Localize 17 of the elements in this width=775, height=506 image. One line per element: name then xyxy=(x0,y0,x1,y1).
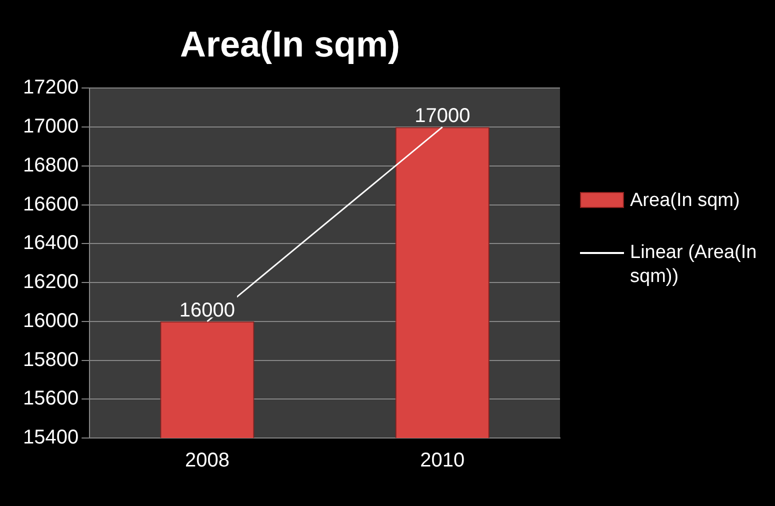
legend-label: Area(In sqm) xyxy=(630,189,740,213)
y-tick-label: 17000 xyxy=(22,116,79,138)
y-tick-label: 16000 xyxy=(22,310,79,332)
y-tick-label: 15600 xyxy=(22,388,79,410)
y-tick-label: 16200 xyxy=(22,271,79,294)
data-label: 17000 xyxy=(414,105,470,128)
y-tick-label: 16400 xyxy=(22,232,79,254)
x-tick-label: 2010 xyxy=(420,450,465,472)
y-tick-label: 15800 xyxy=(22,348,79,371)
y-tick-label: 16800 xyxy=(22,154,79,176)
y-tick-label: 17200 xyxy=(22,76,79,99)
chart-title: Area(In sqm) xyxy=(180,24,400,65)
y-tick-label: 16600 xyxy=(22,193,79,216)
legend-label: Linear (Area(In sqm)) xyxy=(630,241,758,289)
x-tick-label: 2008 xyxy=(184,450,230,472)
y-tick-label: 15400 xyxy=(22,426,79,449)
data-label: 16000 xyxy=(179,299,236,322)
